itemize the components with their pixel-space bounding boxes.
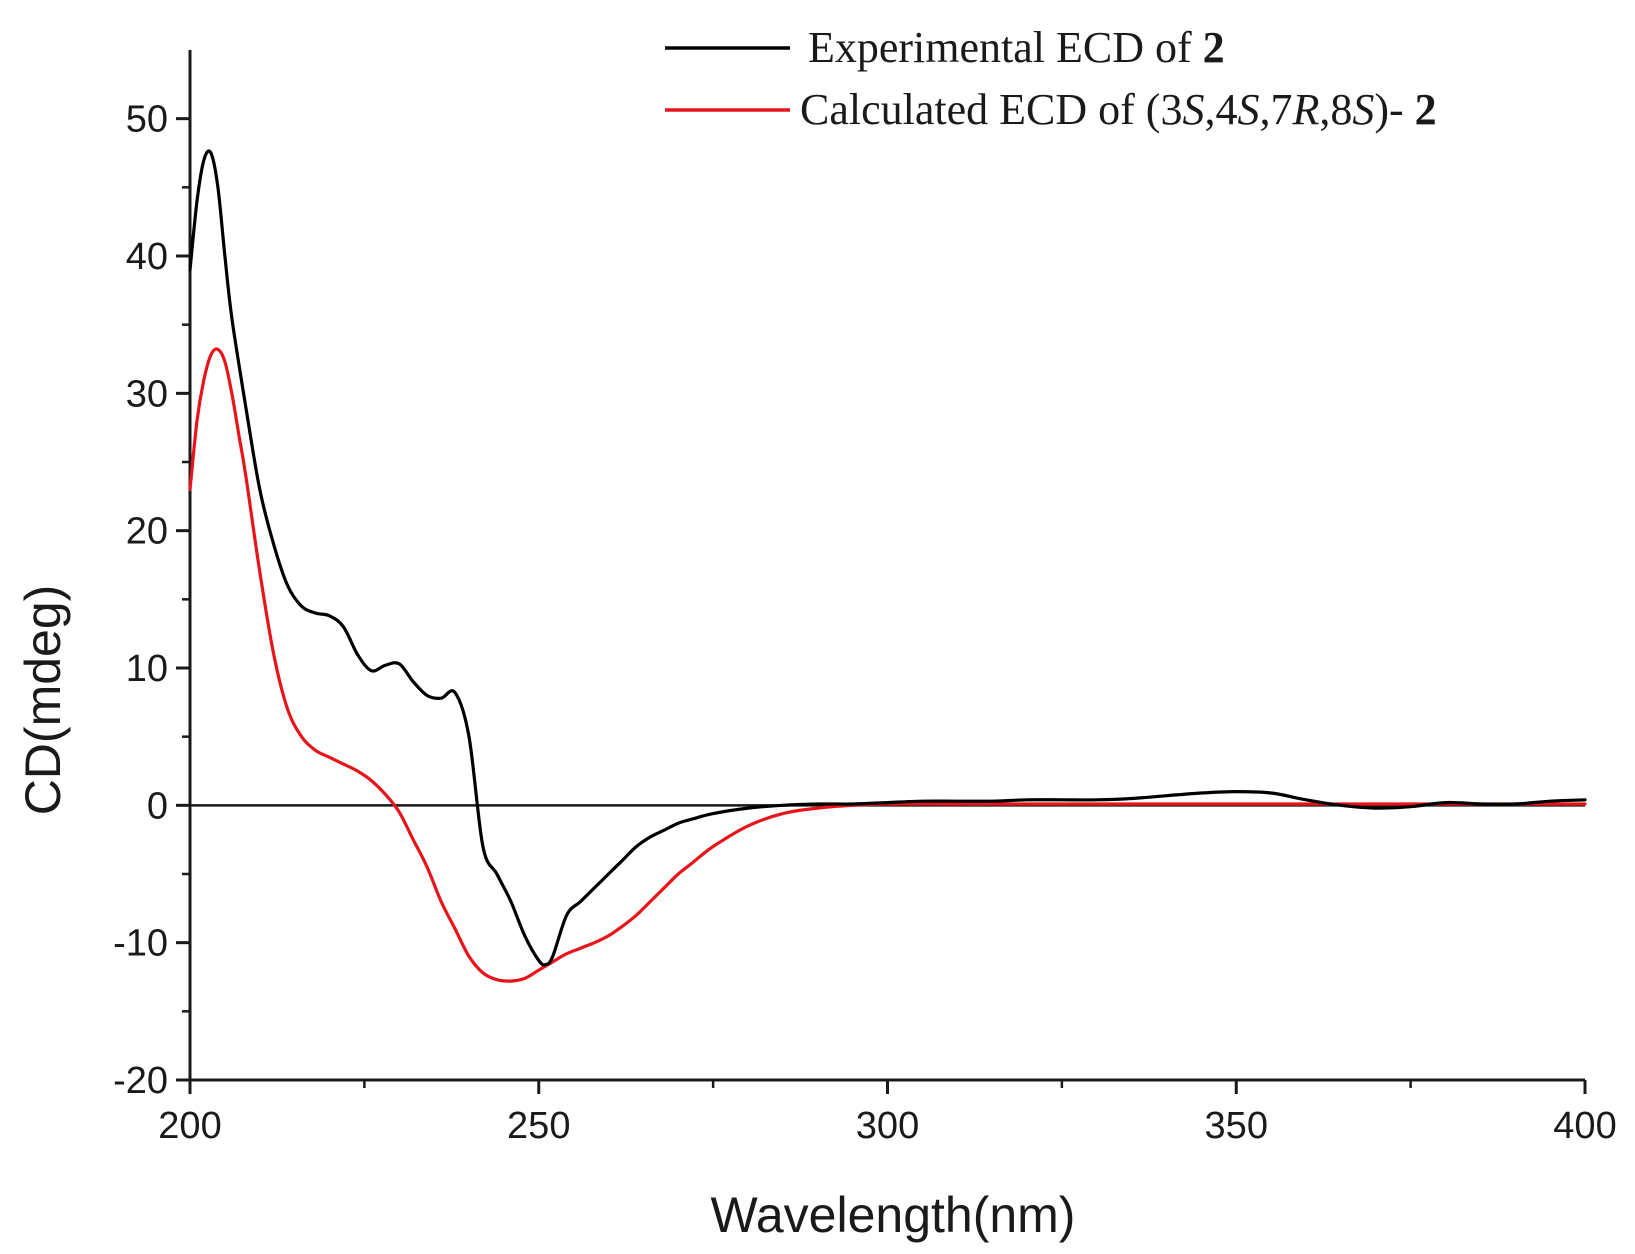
legend-text-part: ,7 — [1259, 85, 1292, 134]
legend-text-part: Calculated ECD of (3 — [800, 85, 1182, 134]
legend-text-part: ,8 — [1319, 85, 1352, 134]
x-tick-label: 250 — [507, 1105, 570, 1147]
y-axis-title: CD(mdeg) — [15, 585, 71, 816]
legend-label-experimental: Experimental ECD of 2 — [808, 23, 1225, 72]
legend-text-part: 2 — [1415, 85, 1437, 134]
y-tick-label: 50 — [126, 99, 168, 141]
x-tick-label: 400 — [1553, 1105, 1616, 1147]
axes-group: -20 -10 0 10 20 30 40 50 200 250 300 350 400 — [113, 50, 1617, 1147]
series-line-experimental — [188, 149, 1587, 967]
legend-text-part: Experimental ECD of — [808, 23, 1203, 72]
x-tick-label: 300 — [856, 1105, 919, 1147]
y-tick-label: -10 — [113, 923, 168, 965]
y-tick-label: -20 — [113, 1060, 168, 1102]
x-tick-label: 200 — [158, 1105, 221, 1147]
series-line-calculated — [188, 347, 1587, 983]
series-group — [188, 149, 1587, 983]
x-tick-label: 350 — [1205, 1105, 1268, 1147]
y-tick-label: 20 — [126, 511, 168, 553]
legend-text-part: )- — [1374, 85, 1414, 134]
y-tick-label: 30 — [126, 373, 168, 415]
x-axis-title: Wavelength(nm) — [711, 1187, 1076, 1243]
y-tick-label: 0 — [147, 785, 168, 827]
y-tick-label: 40 — [126, 236, 168, 278]
legend-text-part: S — [1237, 85, 1259, 134]
legend-text-part: 2 — [1203, 23, 1225, 72]
y-tick-label: 10 — [126, 648, 168, 690]
legend-text-part: ,4 — [1204, 85, 1237, 134]
legend-text-part: S — [1182, 85, 1204, 134]
legend-label-calculated: Calculated ECD of (3S,4S,7R,8S)- 2 — [800, 85, 1437, 134]
legend-text-part: R — [1291, 85, 1319, 134]
legend-text-part: S — [1352, 85, 1374, 134]
